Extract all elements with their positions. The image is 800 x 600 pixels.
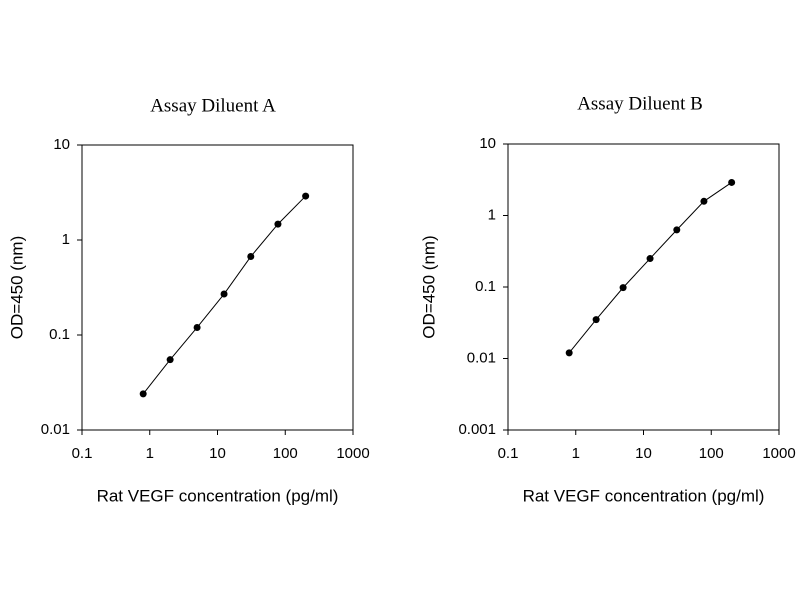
- data-point: [646, 255, 654, 263]
- data-point: [193, 323, 201, 331]
- y-tick-label: 0.01: [467, 349, 496, 366]
- y-tick-label: 1: [62, 231, 70, 248]
- data-point: [619, 284, 627, 292]
- y-tick-label: 0.1: [475, 278, 496, 295]
- x-tick-label: 0.1: [72, 445, 93, 462]
- data-point: [700, 197, 708, 205]
- x-tick-label: 10: [209, 445, 226, 462]
- x-tick-label: 1: [146, 445, 154, 462]
- data-point: [565, 349, 573, 357]
- x-axis-label: Rat VEGF concentration (pg/ml): [523, 486, 765, 505]
- y-axis-label: OD=450 (nm): [7, 236, 26, 339]
- data-point: [728, 178, 736, 186]
- chart-title: Assay Diluent A: [150, 95, 276, 116]
- data-point: [673, 226, 681, 234]
- y-tick-label: 10: [53, 136, 70, 153]
- x-tick-label: 1: [572, 445, 580, 462]
- data-point: [592, 316, 600, 324]
- x-tick-label: 1000: [762, 445, 795, 462]
- y-axis-label: OD=450 (nm): [419, 235, 438, 338]
- y-tick-label: 0.01: [41, 421, 70, 438]
- x-tick-label: 10: [635, 445, 652, 462]
- x-tick-label: 100: [273, 445, 298, 462]
- data-line: [568, 182, 732, 354]
- plot-frame: [81, 144, 354, 431]
- chart-title: Assay Diluent B: [577, 93, 703, 114]
- data-point: [139, 390, 147, 398]
- y-tick-label: 1: [488, 206, 496, 223]
- x-tick-label: 0.1: [498, 445, 519, 462]
- x-tick-label: 100: [699, 445, 724, 462]
- data-point: [302, 192, 310, 200]
- data-point: [166, 356, 174, 364]
- y-tick-label: 10: [479, 135, 496, 152]
- y-tick-label: 0.1: [49, 326, 70, 343]
- data-point: [247, 253, 255, 261]
- plot-frame: [507, 143, 780, 431]
- x-axis-label: Rat VEGF concentration (pg/ml): [97, 486, 339, 505]
- x-tick-label: 1000: [336, 445, 369, 462]
- data-point: [274, 220, 282, 228]
- data-point: [220, 290, 228, 298]
- y-tick-label: 0.001: [458, 421, 496, 438]
